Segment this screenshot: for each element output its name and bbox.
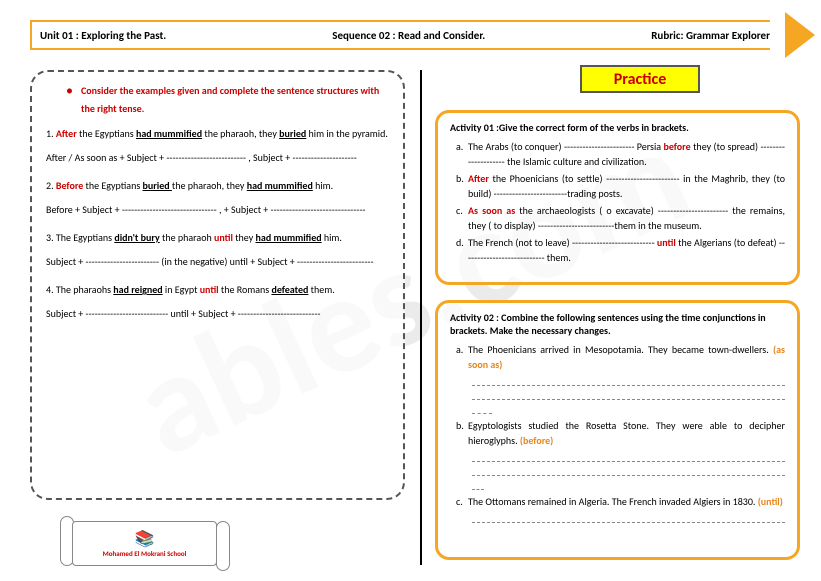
- d-until: until: [657, 236, 676, 249]
- formula-4: Subject + --------------------------- un…: [46, 306, 389, 322]
- c-text: The Ottomans remained in Algeria. The Fr…: [468, 495, 758, 508]
- ex3-pre: 3. The Egyptians: [46, 231, 114, 244]
- formula-2: Before + Subject + ---------------------…: [46, 202, 389, 218]
- blank-line: [472, 376, 785, 386]
- blank-line: [472, 480, 484, 490]
- example-2: 2. Before the Egyptians buried the phara…: [46, 178, 389, 194]
- example-4: 4. The pharaohs had reigned in Egypt unt…: [46, 282, 389, 298]
- item-text: Egyptologists studied the Rosetta Stone.…: [468, 418, 785, 448]
- blank-line: [472, 404, 492, 414]
- books-icon: 📚: [135, 529, 155, 549]
- item-letter: a.: [450, 139, 468, 169]
- practice-badge: Practice: [580, 65, 700, 93]
- arrow-head-icon: [785, 12, 815, 58]
- a-before: before: [663, 140, 690, 153]
- c-post: the archaeologists ( o excavate) -------…: [468, 204, 785, 232]
- b-post: the Phoenicians (to settle) ------------…: [468, 172, 785, 200]
- activity-1-title: Activity 01 :Give the correct form of th…: [450, 121, 785, 134]
- ex2-mid1: the Egyptians: [83, 179, 142, 192]
- sequence-title: Sequence 02 : Read and Consider.: [332, 29, 485, 42]
- c-conj: (until): [758, 495, 783, 508]
- item-letter: c.: [450, 494, 468, 509]
- ex1-end: him in the pyramid.: [306, 127, 388, 140]
- act2-item-a: a. The Phoenicians arrived in Mesopotami…: [450, 342, 785, 372]
- b-text: Egyptologists studied the Rosetta Stone.…: [468, 419, 785, 447]
- ex1-after: After: [56, 127, 77, 140]
- header-text-row: Unit 01 : Exploring the Past. Sequence 0…: [40, 20, 770, 50]
- school-name: Mohamed El Mokrani School: [103, 549, 187, 558]
- item-text: After the Phoenicians (to settle) ------…: [468, 171, 785, 201]
- ex4-verb1: had reigned: [113, 283, 162, 296]
- school-logo: 📚 Mohamed El Mokrani School: [60, 516, 230, 571]
- ex2-verb1: buried: [143, 179, 172, 192]
- formula-3: Subject + ------------------------ (in t…: [46, 254, 389, 270]
- ex3-verb1: didn't bury: [114, 231, 159, 244]
- blank-line: [472, 452, 785, 462]
- b-conj: (before): [520, 434, 553, 447]
- ex1-mid1: the Egyptians: [77, 127, 136, 140]
- ex4-mid1: in Egypt: [163, 283, 200, 296]
- a-pre: The Arabs (to conquer) -----------------…: [468, 140, 663, 153]
- instruction-text: Consider the examples given and complete…: [81, 82, 389, 118]
- blank-line: [472, 466, 785, 476]
- act1-item-d: d. The French (not to leave) -----------…: [450, 235, 785, 265]
- ex2-before: Before: [56, 179, 83, 192]
- formula-1: After / As soon as + Subject + ---------…: [46, 150, 389, 166]
- ex1-verb2: buried: [279, 127, 306, 140]
- item-text: The Ottomans remained in Algeria. The Fr…: [468, 494, 785, 509]
- a-text: The Phoenicians arrived in Mesopotamia. …: [468, 343, 773, 356]
- ex1-verb1: had mummified: [136, 127, 202, 140]
- d-pre: The French (not to leave) --------------…: [468, 236, 657, 249]
- vertical-divider: [420, 70, 422, 565]
- ex1-mid2: the pharaoh, they: [202, 127, 279, 140]
- act1-item-a: a. The Arabs (to conquer) --------------…: [450, 139, 785, 169]
- ex4-mid2: the Romans: [219, 283, 272, 296]
- ex2-end: him.: [313, 179, 333, 192]
- act1-item-b: b. After the Phoenicians (to settle) ---…: [450, 171, 785, 201]
- ex4-pre: 4. The pharaohs: [46, 283, 113, 296]
- example-3: 3. The Egyptians didn't bury the pharaoh…: [46, 230, 389, 246]
- item-text: As soon as the archaeologists ( o excava…: [468, 203, 785, 233]
- ex3-end: him.: [322, 231, 342, 244]
- blank-line: [472, 513, 785, 523]
- item-letter: b.: [450, 171, 468, 201]
- instruction-row: • Consider the examples given and comple…: [46, 82, 389, 118]
- blank-line: [472, 390, 785, 400]
- item-letter: d.: [450, 235, 468, 265]
- ex1-pre: 1.: [46, 127, 56, 140]
- ex4-until: until: [200, 283, 219, 296]
- bullet-icon: •: [66, 82, 73, 99]
- ex2-verb2: had mummified: [247, 179, 313, 192]
- activity-2-title: Activity 02 : Combine the following sent…: [450, 311, 785, 337]
- ex3-mid2: they: [233, 231, 256, 244]
- activity-2-box: Activity 02 : Combine the following sent…: [435, 300, 800, 560]
- ex4-verb2: defeated: [271, 283, 308, 296]
- item-text: The Arabs (to conquer) -----------------…: [468, 139, 785, 169]
- item-text: The French (not to leave) --------------…: [468, 235, 785, 265]
- item-text: The Phoenicians arrived in Mesopotamia. …: [468, 342, 785, 372]
- b-after: After: [468, 172, 489, 185]
- c-asap: As soon as: [468, 204, 515, 217]
- unit-title: Unit 01 : Exploring the Past.: [40, 29, 166, 42]
- ex4-end: them.: [308, 283, 334, 296]
- ex2-mid2: the pharaoh, they: [172, 179, 247, 192]
- activity-1-box: Activity 01 :Give the correct form of th…: [435, 110, 800, 285]
- example-1: 1. After the Egyptians had mummified the…: [46, 126, 389, 142]
- scroll-right-icon: [216, 521, 230, 571]
- header-arrow: Unit 01 : Exploring the Past. Sequence 0…: [30, 20, 800, 50]
- ex2-pre: 2.: [46, 179, 56, 192]
- examples-box: • Consider the examples given and comple…: [30, 70, 405, 500]
- ex3-until: until: [214, 231, 233, 244]
- act1-item-c: c. As soon as the archaeologists ( o exc…: [450, 203, 785, 233]
- item-letter: a.: [450, 342, 468, 372]
- rubric-title: Rubric: Grammar Explorer: [651, 29, 770, 42]
- item-letter: b.: [450, 418, 468, 448]
- act2-item-c: c. The Ottomans remained in Algeria. The…: [450, 494, 785, 509]
- ex3-verb2: had mummified: [256, 231, 322, 244]
- scroll-body: 📚 Mohamed El Mokrani School: [72, 521, 217, 566]
- act2-item-b: b. Egyptologists studied the Rosetta Sto…: [450, 418, 785, 448]
- ex3-mid1: the pharaoh: [160, 231, 214, 244]
- item-letter: c.: [450, 203, 468, 233]
